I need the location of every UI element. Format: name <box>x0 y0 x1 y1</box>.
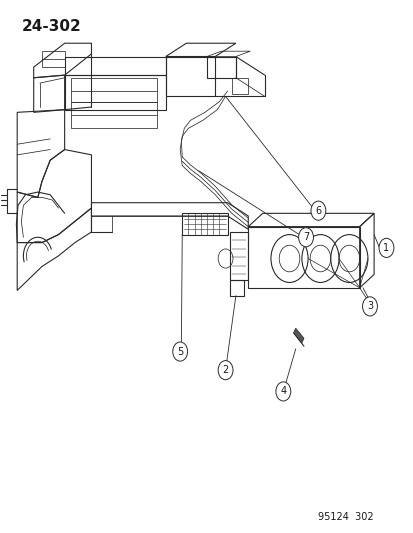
Circle shape <box>298 228 313 247</box>
Text: 2: 2 <box>222 365 228 375</box>
Text: 95124  302: 95124 302 <box>318 512 373 522</box>
Text: 5: 5 <box>177 346 183 357</box>
Polygon shape <box>293 328 303 343</box>
Circle shape <box>275 382 290 401</box>
Text: 4: 4 <box>280 386 286 397</box>
Text: 24-302: 24-302 <box>21 19 81 34</box>
Text: 6: 6 <box>315 206 320 216</box>
Text: 3: 3 <box>366 301 372 311</box>
Circle shape <box>310 201 325 220</box>
Text: 7: 7 <box>302 232 309 243</box>
Circle shape <box>378 238 393 257</box>
Text: 1: 1 <box>382 243 389 253</box>
Circle shape <box>172 342 187 361</box>
Circle shape <box>362 297 377 316</box>
Circle shape <box>218 361 233 379</box>
